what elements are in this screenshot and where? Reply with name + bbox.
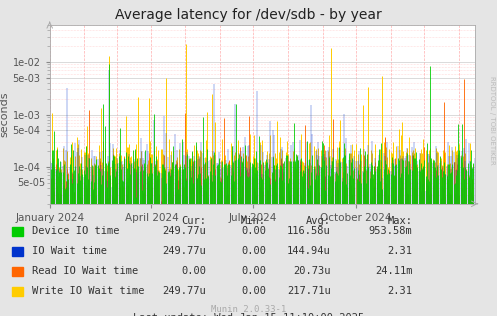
Text: RRDTOOL / TOBI OETIKER: RRDTOOL / TOBI OETIKER xyxy=(489,76,495,164)
Text: 217.71u: 217.71u xyxy=(287,286,331,296)
Text: 144.94u: 144.94u xyxy=(287,246,331,256)
Text: Min:: Min: xyxy=(241,216,266,227)
Text: Read IO Wait time: Read IO Wait time xyxy=(32,266,139,276)
Y-axis label: seconds: seconds xyxy=(0,92,10,137)
Text: Cur:: Cur: xyxy=(181,216,206,227)
Text: 0.00: 0.00 xyxy=(241,266,266,276)
Text: 0.00: 0.00 xyxy=(241,226,266,236)
Text: 0.00: 0.00 xyxy=(241,286,266,296)
Text: 249.77u: 249.77u xyxy=(163,226,206,236)
Text: 953.58m: 953.58m xyxy=(369,226,413,236)
Text: Average latency for /dev/sdb - by year: Average latency for /dev/sdb - by year xyxy=(115,8,382,22)
Text: 20.73u: 20.73u xyxy=(293,266,331,276)
Text: Write IO Wait time: Write IO Wait time xyxy=(32,286,145,296)
Text: 24.11m: 24.11m xyxy=(375,266,413,276)
Text: Munin 2.0.33-1: Munin 2.0.33-1 xyxy=(211,306,286,314)
Text: 2.31: 2.31 xyxy=(388,246,413,256)
Text: Avg:: Avg: xyxy=(306,216,331,227)
Text: 249.77u: 249.77u xyxy=(163,286,206,296)
Text: 249.77u: 249.77u xyxy=(163,246,206,256)
Text: 0.00: 0.00 xyxy=(181,266,206,276)
Text: 116.58u: 116.58u xyxy=(287,226,331,236)
Text: IO Wait time: IO Wait time xyxy=(32,246,107,256)
Text: Max:: Max: xyxy=(388,216,413,227)
Text: Last update: Wed Jan 15 11:10:00 2025: Last update: Wed Jan 15 11:10:00 2025 xyxy=(133,313,364,316)
Text: 2.31: 2.31 xyxy=(388,286,413,296)
Text: Device IO time: Device IO time xyxy=(32,226,120,236)
Text: 0.00: 0.00 xyxy=(241,246,266,256)
Text: 5e-05: 5e-05 xyxy=(17,178,45,188)
